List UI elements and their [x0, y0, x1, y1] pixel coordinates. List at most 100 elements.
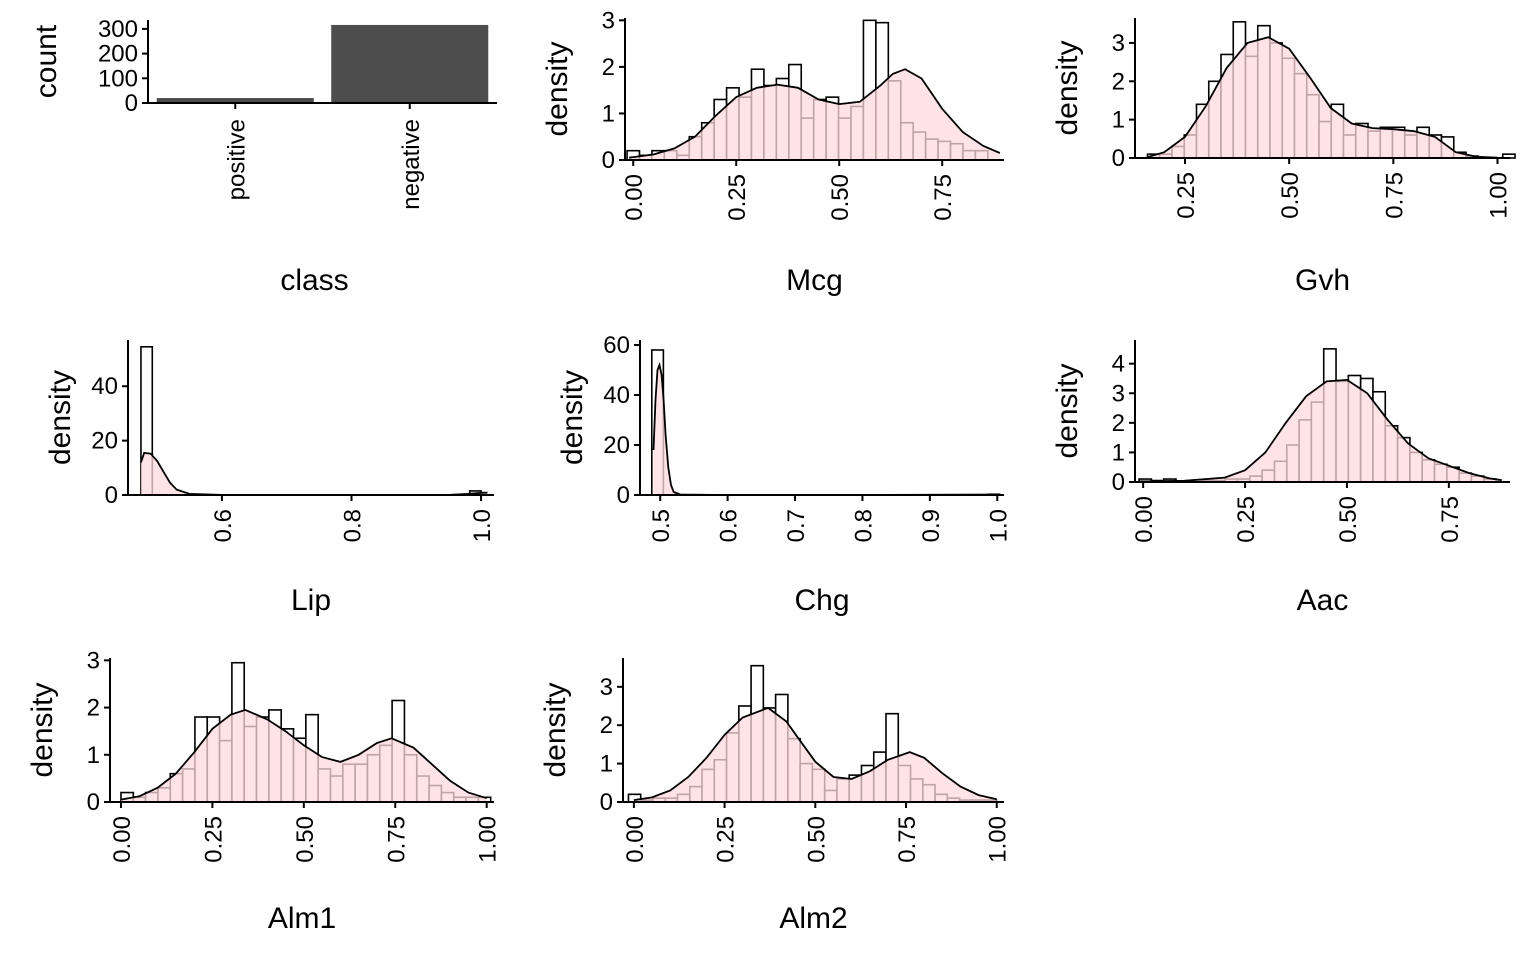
y-tick-label: 0 — [600, 789, 613, 816]
bar-negative — [331, 24, 489, 103]
x-tick-label: 0.50 — [1277, 172, 1304, 219]
x-tick-label: 0.8 — [850, 509, 877, 542]
panel-alm1: 0 1 2 3 0.00 0.25 0.50 0.75 1.00 density Alm1 — [26, 647, 502, 935]
density-area — [121, 709, 487, 802]
density-curve — [652, 361, 998, 496]
y-tick-label: 3 — [600, 674, 613, 701]
x-tick-label: 0.75 — [894, 816, 921, 863]
density-curve — [628, 68, 1001, 159]
y-tick-label: 0 — [125, 90, 138, 117]
density-area — [653, 365, 998, 495]
y-tick-label: 1 — [600, 751, 613, 778]
x-tick-label: 0.75 — [1437, 496, 1464, 543]
y-tick-label: 0 — [1112, 145, 1125, 172]
density-curve — [140, 451, 488, 496]
density-area — [629, 69, 1000, 160]
density-area — [1139, 379, 1502, 482]
x-axis-label: Mcg — [786, 264, 843, 297]
x-tick-label: 0.6 — [210, 509, 237, 542]
x-tick-label: 0.75 — [383, 816, 410, 863]
x-tick-label: 0.00 — [1131, 496, 1158, 543]
x-tick-label: 0.25 — [713, 816, 740, 863]
density-curve — [120, 708, 487, 801]
panel-lip: 0 20 40 0.6 0.8 1.0 density Lip — [44, 340, 496, 617]
density-curve — [1139, 378, 1502, 483]
x-axis-label: Gvh — [1295, 264, 1350, 297]
y-tick-label: 2 — [87, 695, 100, 722]
density-curve — [633, 706, 997, 801]
y-tick-label: 20 — [603, 432, 630, 459]
y-tick-label: 1 — [602, 100, 615, 127]
y-tick-label: 100 — [98, 65, 138, 92]
x-tick-label: 0.75 — [930, 174, 957, 221]
y-tick-label: 60 — [603, 332, 630, 359]
y-tick-label: 1 — [87, 742, 100, 769]
y-axis-label: density — [26, 682, 59, 777]
x-tick-label: 0.50 — [827, 174, 854, 221]
y-axis-label: count — [30, 24, 63, 98]
x-tick-label: 1.0 — [469, 509, 496, 542]
x-tick-label: 1.00 — [1486, 172, 1513, 219]
panel-gvh: 0 1 2 3 0.25 0.50 0.75 1.00 density Gvh — [1051, 18, 1516, 297]
y-tick-label: 0 — [617, 482, 630, 509]
y-axis-label: density — [1051, 40, 1084, 135]
y-tick-label: 3 — [602, 7, 615, 34]
x-tick-label: 0.25 — [1233, 496, 1260, 543]
x-tick-label: 0.00 — [621, 174, 648, 221]
y-axis-label: density — [1051, 363, 1084, 458]
x-tick-label: 0.50 — [1335, 496, 1362, 543]
y-tick-label: 0 — [1112, 469, 1125, 496]
panel-aac: 0 12 34 0.00 0.25 0.50 0.75 density Aac — [1051, 340, 1510, 617]
category-label: negative — [398, 119, 425, 210]
x-tick-label: 0.25 — [724, 174, 751, 221]
y-tick-label: 0 — [105, 482, 118, 509]
x-tick-label: 0.7 — [783, 509, 810, 542]
x-tick-label: 0.9 — [918, 509, 945, 542]
y-tick-label: 3 — [87, 647, 100, 674]
density-area — [633, 707, 997, 802]
density-area — [141, 452, 488, 495]
density-area — [1147, 37, 1498, 159]
bar-positive — [156, 98, 314, 103]
x-tick-label: 0.5 — [648, 509, 675, 542]
category-label: positive — [223, 119, 250, 200]
x-tick-label: 1.00 — [985, 816, 1012, 863]
panel-mcg: 0 1 2 3 0.00 0.25 0.50 0.75 density Mcg — [541, 7, 1004, 297]
panel-alm2: 0 1 2 3 0.00 0.25 0.50 0.75 1.00 density Alm2 — [539, 658, 1012, 935]
y-tick-label: 2 — [602, 54, 615, 81]
x-axis-label: Chg — [794, 584, 849, 617]
y-tick-label: 1 — [1112, 439, 1125, 466]
y-tick-label: 0 — [87, 789, 100, 816]
x-tick-label: 1.00 — [475, 816, 502, 863]
y-axis-label: density — [44, 370, 77, 465]
x-axis-label: Aac — [1297, 584, 1349, 617]
y-tick-label: 300 — [98, 16, 138, 43]
x-tick-label: 0.00 — [622, 816, 649, 863]
y-tick-label: 200 — [98, 41, 138, 68]
y-tick-label: 1 — [1112, 107, 1125, 134]
x-tick-label: 0.50 — [292, 816, 319, 863]
x-axis-label: Alm2 — [779, 902, 847, 935]
y-tick-label: 4 — [1112, 351, 1125, 378]
y-tick-label: 2 — [600, 712, 613, 739]
x-tick-label: 0.50 — [803, 816, 830, 863]
x-tick-label: 0.00 — [109, 816, 136, 863]
panel-chg: 0 20 40 60 0.5 0.6 0.7 0.8 0.9 1.0 density Chg — [556, 332, 1012, 617]
x-tick-label: 0.8 — [339, 509, 366, 542]
x-tick-label: 0.25 — [200, 816, 227, 863]
x-tick-label: 0.6 — [716, 509, 743, 542]
x-axis-label: Lip — [291, 584, 331, 617]
y-tick-label: 40 — [91, 373, 118, 400]
y-tick-label: 0 — [602, 147, 615, 174]
x-tick-label: 0.25 — [1173, 172, 1200, 219]
x-axis-label: class — [280, 264, 348, 297]
y-axis-label: density — [556, 370, 589, 465]
y-tick-label: 3 — [1112, 380, 1125, 407]
x-tick-label: 1.0 — [985, 509, 1012, 542]
y-axis-label: density — [541, 41, 574, 136]
y-tick-label: 20 — [91, 428, 118, 455]
x-tick-label: 0.75 — [1381, 172, 1408, 219]
y-tick-label: 40 — [603, 382, 630, 409]
